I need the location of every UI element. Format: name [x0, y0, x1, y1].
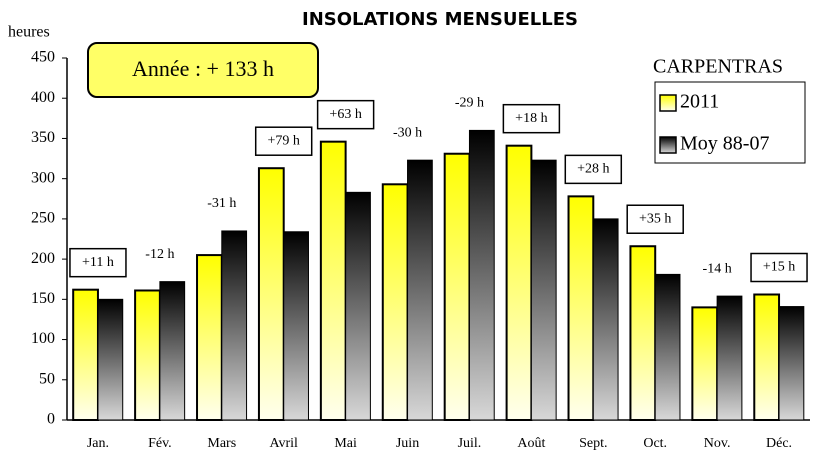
x-tick-label: Fév.: [148, 436, 172, 451]
bar: [257, 167, 285, 421]
y-tick-label: 200: [31, 250, 55, 267]
bar: [716, 295, 743, 421]
bar: [468, 129, 495, 421]
y-tick-label: 250: [31, 210, 55, 227]
x-tick-label: Août: [517, 436, 545, 451]
x-tick-label: Oct.: [643, 436, 667, 451]
bar: [654, 273, 681, 421]
legend-swatch: [659, 94, 677, 112]
diff-box: [564, 154, 623, 185]
bar: [196, 254, 223, 421]
diff-label: +35 h: [639, 211, 671, 226]
y-tick-label: 400: [31, 89, 55, 106]
legend-label: 2011: [680, 91, 719, 113]
bar: [283, 231, 309, 421]
bar: [443, 152, 471, 421]
diff-label: +18 h: [515, 111, 547, 126]
y-tick-label: 0: [47, 411, 55, 428]
x-tick-label: Juil.: [458, 436, 482, 451]
bar: [221, 230, 248, 421]
x-tick-label: Jan.: [87, 436, 109, 451]
bar: [505, 144, 533, 421]
x-tick-label: Mars: [207, 436, 236, 451]
x-tick-label: Juin: [396, 436, 419, 451]
bar: [592, 218, 619, 421]
diff-box: [750, 252, 808, 283]
bar: [72, 288, 99, 421]
bar: [134, 289, 161, 421]
diff-label: -12 h: [145, 247, 174, 262]
bar: [345, 191, 371, 421]
x-tick-label: Nov.: [704, 436, 731, 451]
diff-label: +63 h: [329, 107, 361, 122]
bar: [407, 159, 433, 421]
y-tick-label: 100: [31, 330, 55, 347]
legend-title: CARPENTRAS: [653, 56, 783, 78]
bar: [530, 159, 557, 421]
diff-label: +79 h: [268, 133, 300, 148]
y-tick-label: 150: [31, 290, 55, 307]
annotation: Année : + 133 h: [132, 56, 274, 81]
y-axis-label: heures: [8, 24, 50, 41]
bar: [691, 306, 719, 421]
bar: [778, 306, 805, 421]
bar: [97, 298, 124, 421]
chart-title: INSOLATIONS MENSUELLES: [302, 9, 578, 30]
y-tick-label: 450: [31, 49, 55, 66]
y-tick-label: 300: [31, 169, 55, 186]
diff-box: [254, 126, 313, 156]
x-tick-label: Avril: [269, 436, 298, 451]
diff-label: -29 h: [455, 96, 484, 111]
bar: [753, 293, 781, 421]
bar: [319, 140, 347, 421]
diff-label: -31 h: [207, 196, 236, 211]
x-tick-label: Mai: [334, 436, 357, 451]
y-tick-label: 50: [39, 370, 55, 387]
bar: [159, 281, 186, 421]
bar: [629, 245, 657, 421]
x-tick-label: Déc.: [766, 436, 792, 451]
bar: [567, 195, 595, 421]
y-tick-label: 350: [31, 129, 55, 146]
legend-swatch: [659, 136, 677, 154]
legend-label: Moy 88-07: [680, 133, 769, 155]
x-tick-label: Sept.: [579, 436, 607, 451]
diff-box: [502, 103, 561, 134]
diff-label: +15 h: [763, 260, 795, 275]
diff-box: [626, 204, 684, 234]
diff-box: [69, 247, 127, 278]
diff-label: -14 h: [703, 261, 732, 276]
legend-box: [654, 81, 806, 164]
annotation-box: [87, 42, 319, 98]
bar: [381, 183, 409, 421]
diff-box: [316, 99, 375, 130]
diff-label: -30 h: [393, 125, 422, 140]
diff-label: +28 h: [577, 162, 609, 177]
diff-label: +11 h: [82, 255, 114, 270]
